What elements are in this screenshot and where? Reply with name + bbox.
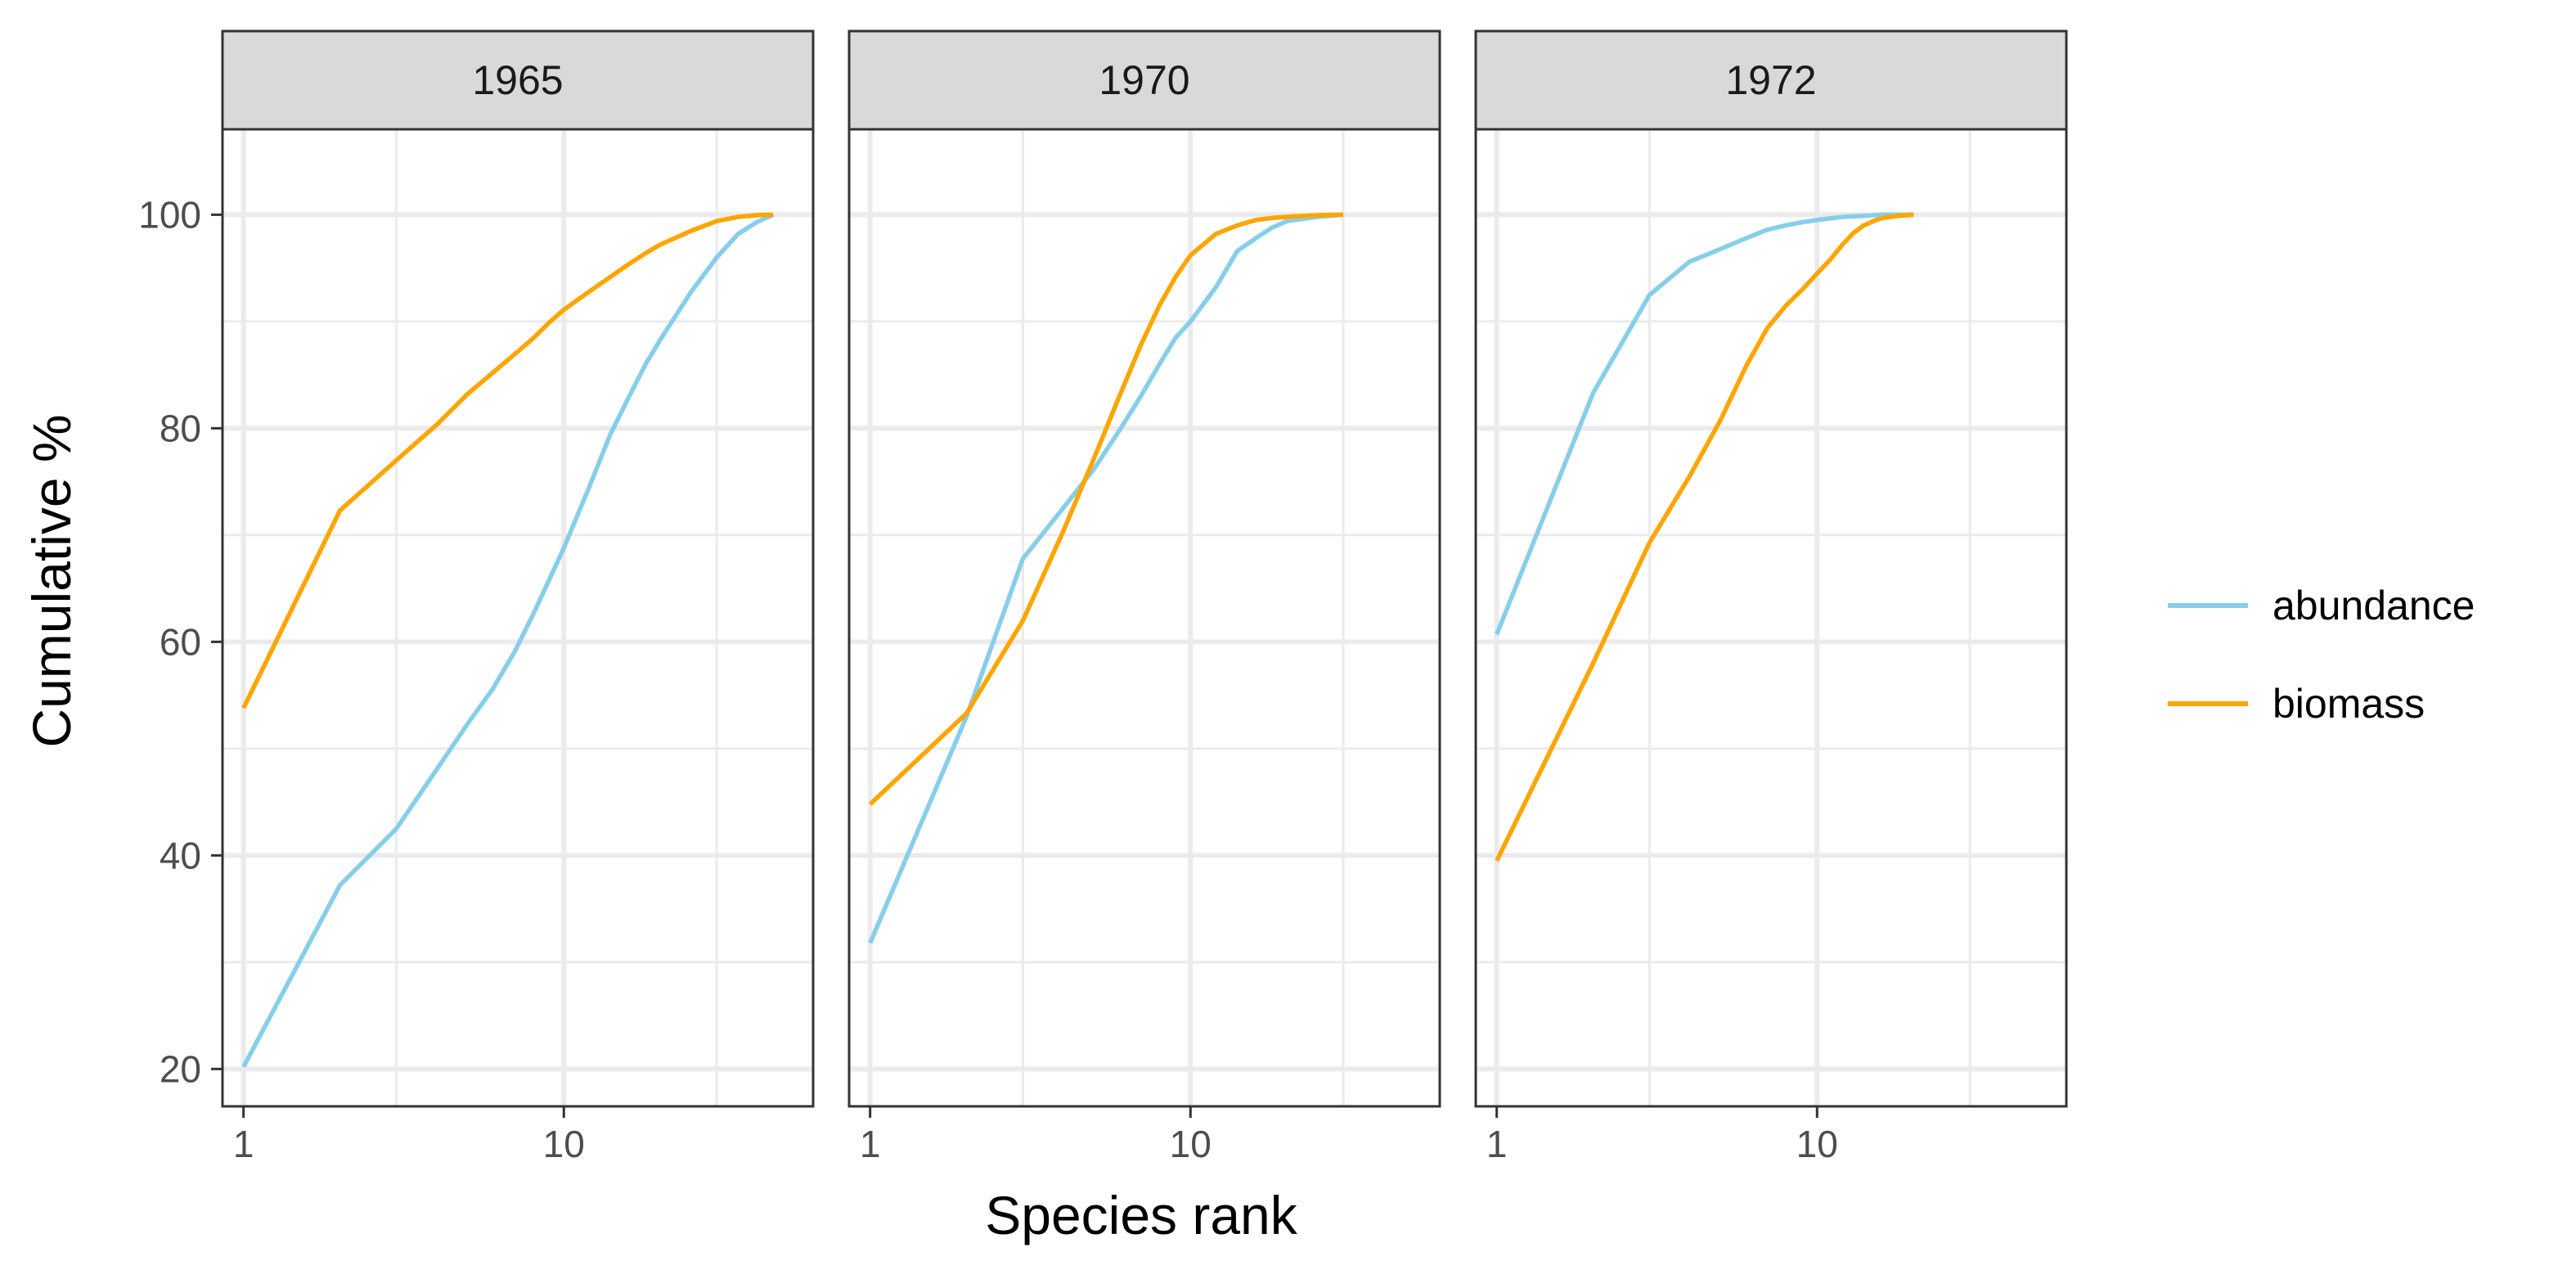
x-tick-label: 10 [1170, 1123, 1212, 1165]
facet-strip [847, 29, 1441, 131]
facet-panel-1965: 1965 1 10 20 40 60 80 100 [138, 29, 815, 1165]
facet-strip-label: 1972 [1725, 57, 1816, 103]
x-tick-label: 10 [1796, 1123, 1838, 1165]
legend-item-abundance: abundance [2168, 583, 2475, 628]
plot-background [849, 129, 1440, 1106]
facet-panel-1970: 1970 1 10 [847, 29, 1441, 1165]
legend-label-biomass: biomass [2273, 681, 2425, 727]
x-axis-title: Species rank [985, 1185, 1298, 1245]
legend-label-abundance: abundance [2273, 583, 2475, 628]
facet-strip [221, 29, 815, 131]
series-line-biomass [241, 212, 774, 709]
facet-strip-label: 1965 [472, 57, 563, 103]
series-line-biomass [868, 212, 1344, 806]
series-line-abundance [868, 212, 1344, 944]
series-line-biomass [1495, 212, 1914, 862]
y-tick-label: 60 [160, 620, 201, 663]
y-tick-label: 40 [160, 834, 201, 876]
facet-panels: 1965 1 10 20 40 60 80 100 1970 1 10 1972 1 10 [138, 29, 2068, 1165]
y-tick-label: 100 [138, 193, 201, 236]
facet-strip [1474, 29, 2068, 131]
legend-item-biomass: biomass [2168, 681, 2425, 727]
series-line-abundance [241, 212, 775, 1068]
x-tick-label: 1 [860, 1123, 881, 1165]
series-line-abundance [1495, 212, 1914, 636]
x-tick-label: 1 [233, 1123, 254, 1165]
x-tick-label: 1 [1486, 1123, 1508, 1165]
y-tick-label: 20 [160, 1047, 201, 1090]
y-axis-title: Cumulative % [21, 414, 82, 747]
facet-strip-label: 1970 [1099, 57, 1189, 103]
facet-panel-1972: 1972 1 10 [1474, 29, 2068, 1165]
legend: abundance biomass [2168, 583, 2475, 727]
plot-background [1476, 129, 2066, 1106]
y-tick-label: 80 [160, 407, 201, 449]
x-tick-label: 10 [543, 1123, 585, 1165]
plot-background [223, 129, 813, 1106]
